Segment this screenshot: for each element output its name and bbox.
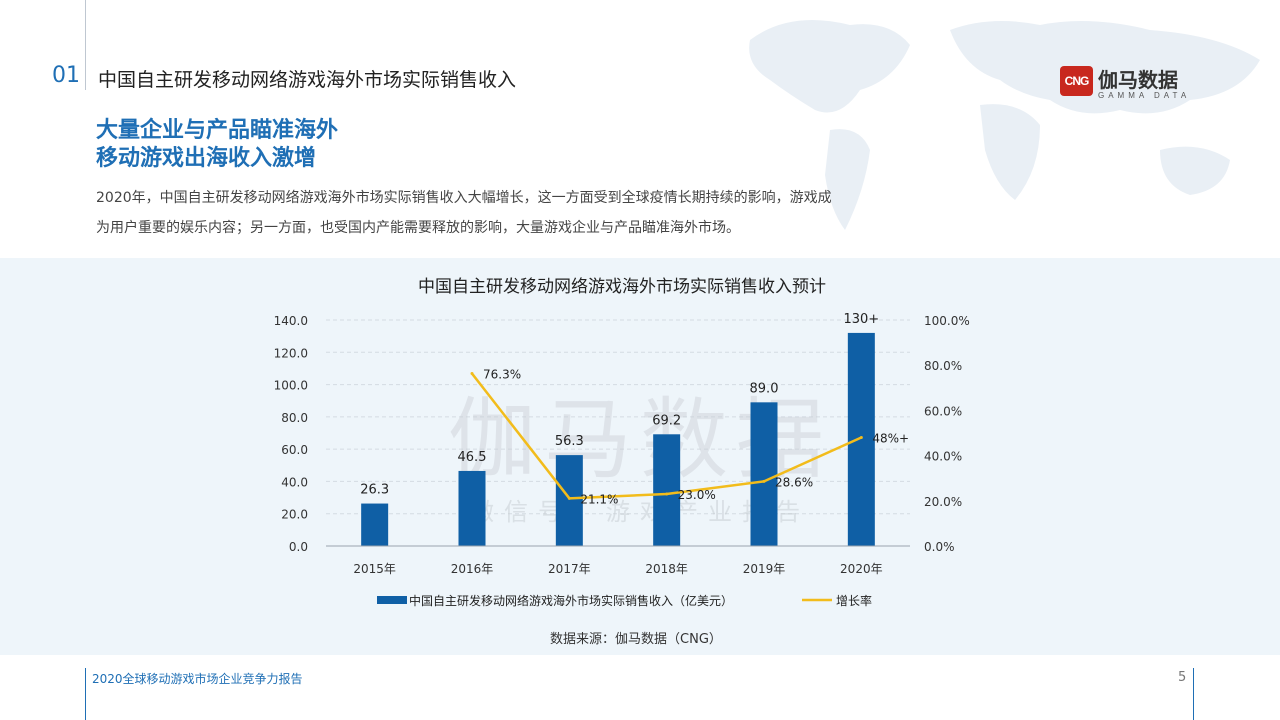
headline-line-2: 移动游戏出海收入激增	[96, 146, 317, 171]
bar	[555, 455, 583, 546]
bar-value-label: 130+	[843, 312, 879, 327]
headline: 大量企业与产品瞄准海外 移动游戏出海收入激增	[96, 117, 338, 173]
x-tick-label: 2020年	[840, 562, 883, 576]
section-number: 01	[52, 63, 80, 88]
x-tick-label: 2019年	[743, 562, 786, 576]
bar	[458, 470, 486, 546]
growth-rate-label: 76.3%	[483, 368, 521, 382]
headline-line-1: 大量企业与产品瞄准海外	[96, 118, 339, 143]
legend-bar-swatch	[377, 596, 407, 604]
y-right-tick-label: 80.0%	[924, 359, 962, 373]
y-left-tick-label: 80.0	[281, 411, 308, 425]
bar	[361, 503, 389, 546]
bottom-left-divider	[85, 668, 86, 720]
logo-name-en: GAMMA DATA	[1098, 91, 1191, 100]
growth-rate-point	[470, 372, 474, 376]
paragraph-line-1: 2020年，中国自主研发移动网络游戏海外市场实际销售收入大幅增长，这一方面受到全…	[96, 190, 832, 206]
axes: 0.0 20.0 40.0 60.0 80.0 100.0 120.0 140.0 0.0% 20…	[274, 314, 970, 576]
paragraph-line-2: 为用户重要的娱乐内容；另一方面，也受国内产能需要释放的影响，大量游戏企业与产品瞄…	[96, 220, 740, 236]
growth-rate-point	[859, 436, 863, 440]
x-tick-label: 2018年	[645, 562, 688, 576]
y-left-tick-label: 120.0	[274, 346, 308, 360]
chart-title: 中国自主研发移动网络游戏海外市场实际销售收入预计	[418, 277, 826, 297]
y-left-tick-label: 100.0	[274, 379, 308, 393]
legend-line-label: 增长率	[836, 593, 872, 608]
y-left-tick-label: 0.0	[289, 540, 308, 554]
growth-rate-label: 48%+	[872, 432, 909, 446]
watermark-small: 微信号：游戏产业报告	[470, 498, 810, 526]
legend: 中国自主研发移动网络游戏海外市场实际销售收入（亿美元） 增长率	[377, 593, 872, 608]
bar-value-label: 56.3	[555, 434, 584, 449]
y-right-tick-label: 20.0%	[924, 495, 962, 509]
bar	[653, 434, 681, 546]
bar-value-label: 69.2	[652, 413, 681, 428]
growth-rate-label: 23.0%	[678, 488, 716, 502]
y-right-tick-label: 40.0%	[924, 450, 962, 464]
bottom-right-divider	[1193, 668, 1194, 720]
growth-rate-label: 21.1%	[580, 492, 618, 506]
grid-lines	[326, 319, 910, 515]
x-tick-label: 2015年	[353, 562, 396, 576]
logo-badge: CNG	[1060, 66, 1093, 96]
world-map-background	[749, 20, 1260, 230]
chart-panel: 中国自主研发移动网络游戏海外市场实际销售收入预计 伽马数据 微信号：游戏产业报告…	[0, 258, 1280, 655]
bar-value-label: 89.0	[750, 381, 779, 396]
legend-bar-label: 中国自主研发移动网络游戏海外市场实际销售收入（亿美元）	[409, 593, 733, 608]
logo-name-cn: 伽马数据	[1098, 68, 1178, 92]
revenue-chart: 中国自主研发移动网络游戏海外市场实际销售收入预计 伽马数据 微信号：游戏产业报告…	[274, 277, 970, 647]
y-right-tick-label: 60.0%	[924, 404, 962, 418]
description-paragraph: 2020年，中国自主研发移动网络游戏海外市场实际销售收入大幅增长，这一方面受到全…	[96, 183, 956, 243]
growth-rate-label: 28.6%	[775, 475, 813, 489]
growth-line	[470, 372, 863, 500]
bar	[750, 402, 778, 546]
y-right-tick-label: 0.0%	[924, 540, 955, 554]
data-source: 数据来源：伽马数据（CNG）	[550, 632, 722, 647]
page-number: 5	[1178, 670, 1187, 685]
section-title: 中国自主研发移动网络游戏海外市场实际销售收入	[98, 69, 517, 91]
y-left-tick-label: 40.0	[281, 475, 308, 489]
footer-report-title: 2020全球移动游戏市场企业竞争力报告	[92, 672, 303, 686]
y-left-tick-label: 20.0	[281, 508, 308, 522]
growth-rate-point	[567, 496, 571, 500]
x-tick-label: 2017年	[548, 562, 591, 576]
growth-rate-point	[762, 479, 766, 483]
x-tick-label: 2016年	[451, 562, 494, 576]
bars	[361, 332, 875, 546]
data-labels: 26.3 46.5 56.3 69.2 89.0 130+ 76.3% 21.1% 23.0% 2…	[360, 312, 909, 506]
growth-rate-point	[665, 492, 669, 496]
top-left-divider	[85, 0, 86, 90]
y-right-tick-label: 100.0%	[924, 314, 970, 328]
y-left-tick-label: 140.0	[274, 314, 308, 328]
bar-value-label: 26.3	[360, 483, 389, 498]
bar	[847, 332, 875, 546]
y-left-tick-label: 60.0	[281, 443, 308, 457]
bar-value-label: 46.5	[458, 450, 487, 465]
